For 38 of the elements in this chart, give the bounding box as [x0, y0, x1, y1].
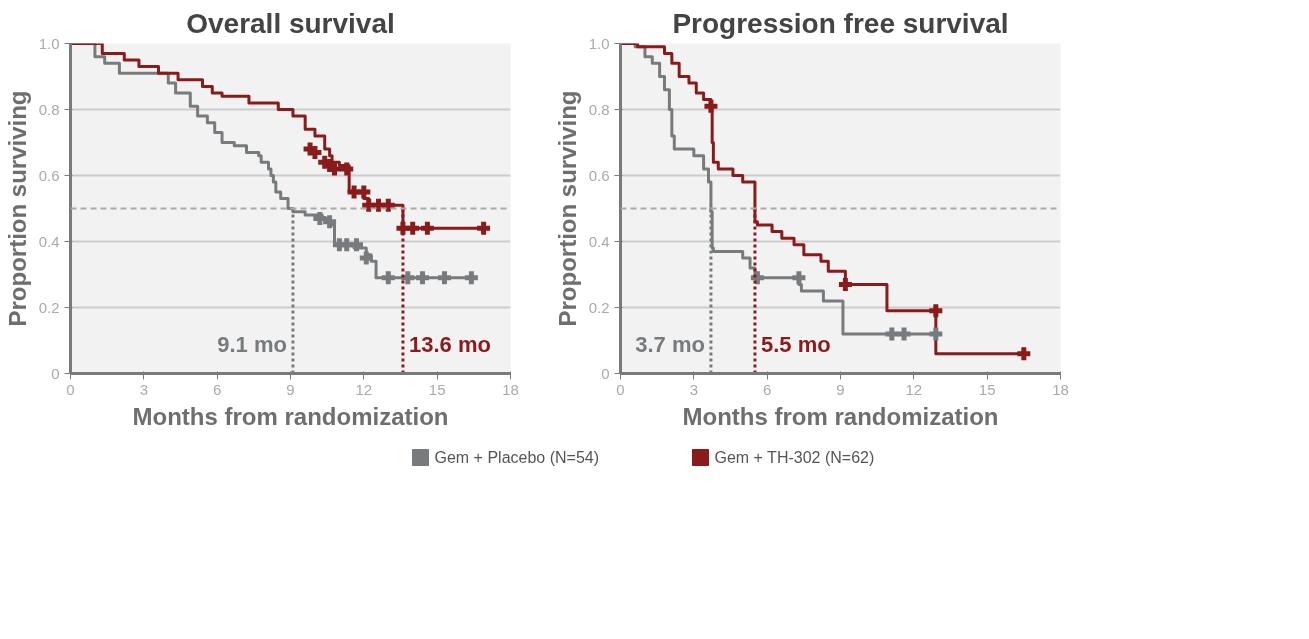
- y-axis-title: Proportion surviving: [3, 90, 31, 327]
- y-tick-label: 0.4: [588, 232, 610, 250]
- y-tick-label: 1.0: [588, 34, 610, 52]
- ref-line-label: 3.7 mo: [635, 332, 705, 357]
- x-axis-title: Months from randomization: [682, 402, 999, 430]
- x-tick-label: 15: [978, 380, 996, 398]
- x-tick-label: 6: [213, 380, 222, 398]
- x-tick-label: 12: [355, 380, 373, 398]
- x-tick-label: 9: [836, 380, 845, 398]
- x-tick-label: 0: [66, 380, 75, 398]
- chart-title: Progression free survival: [672, 7, 1009, 39]
- ref-line-label: 9.1 mo: [217, 332, 287, 357]
- y-tick-label: 0.6: [38, 166, 60, 184]
- x-tick-label: 6: [763, 380, 772, 398]
- y-axis-title: Proportion surviving: [553, 90, 581, 327]
- ref-line-label: 13.6 mo: [408, 332, 491, 357]
- y-tick-label: 0.2: [588, 298, 610, 316]
- y-tick-label: 0.8: [38, 100, 60, 118]
- x-tick-label: 18: [1052, 380, 1069, 398]
- y-tick-label: 0.2: [38, 298, 60, 316]
- x-tick-label: 3: [139, 380, 149, 398]
- x-tick-label: 18: [502, 380, 519, 398]
- y-tick-label: 0: [51, 364, 60, 382]
- x-tick-label: 0: [616, 380, 625, 398]
- x-axis-title: Months from randomization: [132, 402, 449, 430]
- x-tick-label: 12: [905, 380, 923, 398]
- y-tick-label: 0.6: [588, 166, 610, 184]
- x-tick-label: 3: [689, 380, 699, 398]
- ref-line-label: 5.5 mo: [760, 332, 831, 357]
- y-tick-label: 0: [601, 364, 610, 382]
- chart-title: Overall survival: [186, 7, 395, 39]
- x-tick-label: 9: [286, 380, 295, 398]
- x-tick-label: 15: [428, 380, 446, 398]
- y-tick-label: 0.8: [588, 100, 610, 118]
- y-tick-label: 1.0: [38, 34, 60, 52]
- legend-label: Gem + Placebo (N=54): [434, 449, 600, 466]
- y-tick-label: 0.4: [38, 232, 60, 250]
- legend-label: Gem + TH-302 (N=62): [714, 449, 875, 466]
